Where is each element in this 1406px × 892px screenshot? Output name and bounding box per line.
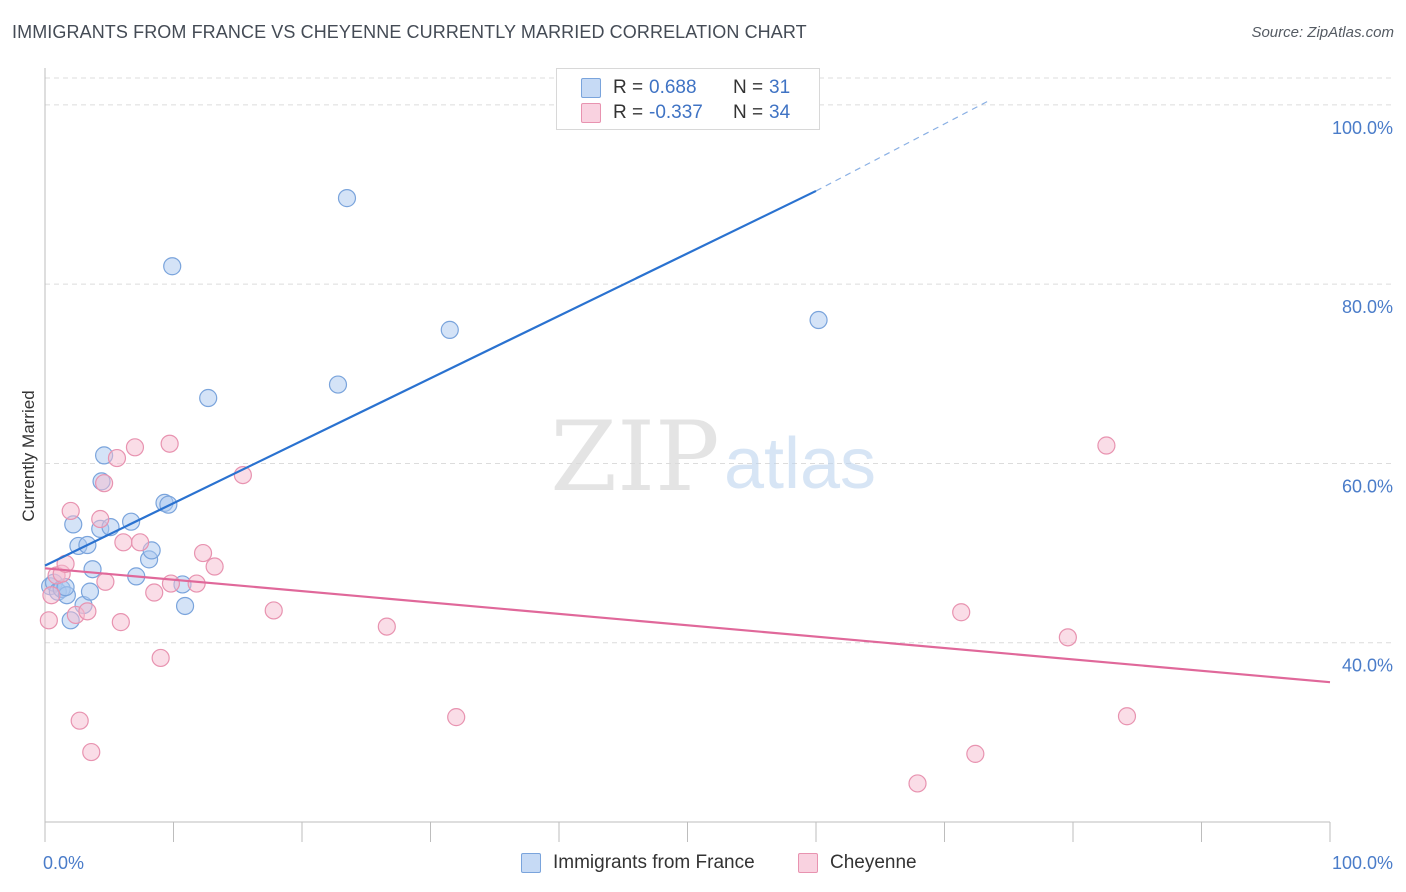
legend-r-label: R = (613, 102, 644, 123)
france-point (199, 388, 218, 408)
cheyenne-point (193, 543, 213, 563)
cheyenne-point (377, 617, 396, 636)
cheyenne-point (187, 574, 206, 593)
legend-row-cheyenne: R = -0.337 N = 34 (581, 101, 790, 125)
legend-n-value: 31 (769, 77, 791, 98)
cheyenne-point (160, 434, 179, 453)
cheyenne-point (61, 501, 80, 521)
correlation-legend: R = 0.688 N = 31 R = -0.337 N = 34 (556, 68, 820, 130)
cheyenne-point (264, 601, 283, 620)
legend-r-value: 0.688 (649, 77, 697, 98)
cheyenne-point (95, 474, 114, 493)
x-tick-label-min: 0.0% (43, 853, 84, 873)
legend-swatch-cheyenne (581, 103, 601, 123)
y-axis-label: Currently Married (19, 390, 38, 521)
cheyenne-point (39, 611, 58, 630)
france-point (175, 596, 195, 616)
legend-swatch-france (581, 78, 601, 98)
cheyenne-point (966, 744, 985, 763)
series-swatch-cheyenne (798, 853, 818, 873)
cheyenne-point (447, 708, 466, 727)
series-legend-label: Immigrants from France (553, 852, 755, 873)
y-tick-label: 100.0% (1332, 118, 1393, 138)
cheyenne-point (42, 586, 61, 605)
cheyenne-trend-line (44, 567, 1331, 684)
france-point (83, 560, 102, 579)
chart-title: IMMIGRANTS FROM FRANCE VS CHEYENNE CURRE… (12, 22, 807, 42)
series-swatch-france (521, 853, 541, 873)
series-legend-label: Cheyenne (830, 852, 917, 873)
cheyenne-point (1097, 436, 1116, 455)
france-trend-extension (815, 99, 990, 192)
cheyenne-point (111, 613, 130, 632)
cheyenne-point (78, 602, 97, 621)
cheyenne-point (205, 557, 224, 576)
series-legend-item-cheyenne[interactable]: Cheyenne (798, 852, 917, 874)
legend-n-label: N = (733, 102, 764, 123)
cheyenne-point (96, 572, 115, 591)
cheyenne-point (1117, 707, 1137, 726)
cheyenne-point (130, 533, 150, 552)
france-point (328, 375, 348, 394)
y-tick-label: 40.0% (1342, 656, 1393, 676)
y-tick-label: 80.0% (1342, 297, 1393, 317)
grid-layer (45, 77, 1394, 644)
france-point (809, 310, 828, 330)
label-layer: 40.0% 60.0% 80.0% 100.0% 0.0% 100.0% (43, 118, 1393, 873)
cheyenne-point (70, 711, 89, 730)
cheyenne-point (1058, 628, 1077, 647)
legend-r-label: R = (613, 77, 644, 98)
cheyenne-point (952, 603, 971, 622)
watermark-atlas: atlas (724, 424, 876, 504)
cheyenne-point (151, 648, 170, 668)
france-trend-line (44, 189, 817, 567)
france-point (337, 189, 357, 208)
cheyenne-point (107, 448, 127, 468)
series-legend: Immigrants from France Cheyenne (0, 852, 1406, 878)
watermark-zip: ZIP (550, 401, 719, 513)
watermark: ZIP atlas (550, 401, 876, 513)
cheyenne-point (908, 774, 927, 793)
cheyenne-point (145, 583, 164, 602)
axis-layer (44, 68, 1331, 842)
legend-r-value: -0.337 (649, 102, 703, 123)
y-tick-label: 60.0% (1342, 476, 1393, 496)
cheyenne-point (114, 533, 133, 552)
cheyenne-point (161, 574, 181, 593)
series-legend-item-france[interactable]: Immigrants from France (521, 852, 755, 874)
france-point (163, 257, 182, 276)
cheyenne-point (82, 742, 101, 762)
x-tick-label-max: 100.0% (1332, 853, 1393, 873)
legend-n-label: N = (733, 77, 764, 98)
cheyenne-point (125, 438, 145, 457)
cheyenne-point (91, 509, 110, 529)
legend-row-france: R = 0.688 N = 31 (581, 76, 790, 100)
france-point (440, 320, 459, 339)
legend-n-value: 34 (769, 102, 791, 123)
france-point (80, 582, 100, 601)
trend-layer (44, 99, 1331, 684)
chart-source: Source: ZipAtlas.com (1251, 24, 1394, 41)
